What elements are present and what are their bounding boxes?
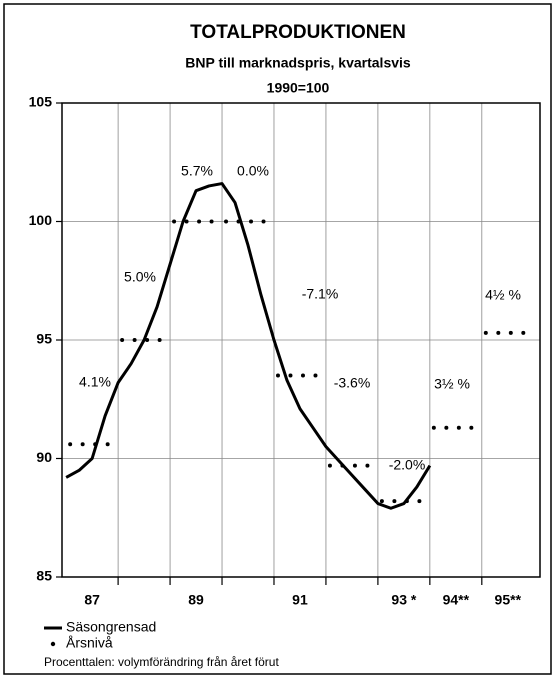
annotation: 3½ % bbox=[434, 376, 470, 392]
y-tick-label: 85 bbox=[36, 568, 52, 584]
y-tick-label: 105 bbox=[29, 94, 53, 110]
legend-label: Säsongrensad bbox=[66, 619, 156, 635]
note: Procenttalen: volymförändring från året … bbox=[44, 655, 279, 669]
annotation: -7.1% bbox=[302, 286, 339, 302]
x-tick-label: 87 bbox=[84, 592, 100, 608]
x-tick-label: 95** bbox=[495, 592, 522, 608]
x-tick-label: 89 bbox=[188, 592, 204, 608]
annotation: 4½ % bbox=[485, 287, 521, 303]
annotation: 4.1% bbox=[79, 374, 111, 390]
legend-dot bbox=[50, 641, 56, 647]
annotation: -3.6% bbox=[334, 375, 371, 391]
annotation: 0.0% bbox=[237, 163, 269, 179]
annotation: -2.0% bbox=[389, 457, 426, 473]
base-note: 1990=100 bbox=[267, 80, 330, 96]
y-tick-label: 100 bbox=[29, 212, 53, 228]
annotation: 5.7% bbox=[181, 163, 213, 179]
x-tick-label: 94** bbox=[443, 592, 470, 608]
chart-title: TOTALPRODUKTIONEN bbox=[190, 22, 406, 43]
chart-subtitle: BNP till marknadspris, kvartalsvis bbox=[185, 55, 411, 71]
x-tick-label: 93 * bbox=[391, 592, 416, 608]
x-tick-label: 91 bbox=[292, 592, 308, 608]
legend-label: Årsnivå bbox=[66, 635, 113, 651]
series-line bbox=[65, 182, 432, 510]
annotation: 5.0% bbox=[124, 269, 156, 285]
y-tick-label: 95 bbox=[36, 331, 52, 347]
y-tick-label: 90 bbox=[36, 449, 52, 465]
frame bbox=[3, 3, 552, 675]
